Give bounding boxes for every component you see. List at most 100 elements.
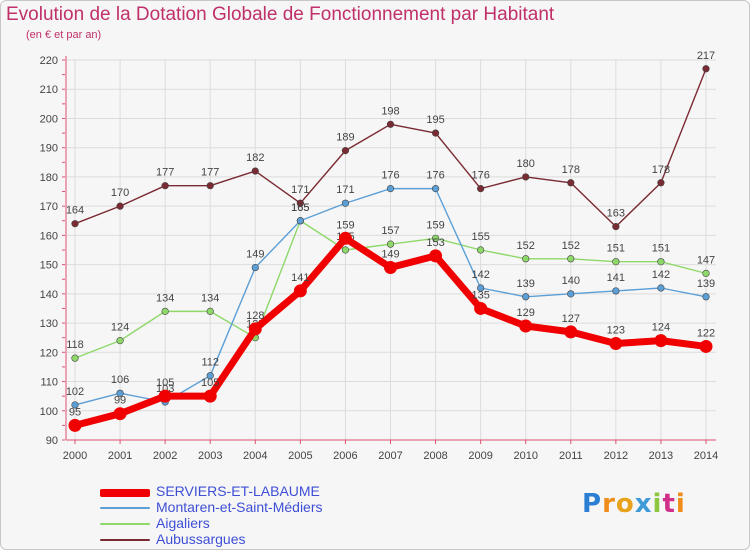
chart-subtitle: (en € et par an) <box>26 29 102 41</box>
data-label: 159 <box>426 219 444 231</box>
data-point <box>386 185 395 193</box>
data-label: 99 <box>114 395 126 407</box>
data-label: 165 <box>291 202 309 214</box>
data-point <box>296 199 304 207</box>
data-point <box>161 307 169 315</box>
data-point <box>431 234 440 242</box>
logo-letter: P <box>582 489 603 519</box>
data-point <box>522 293 530 301</box>
data-point <box>567 179 575 187</box>
logo-letter: i <box>652 489 663 519</box>
data-point <box>341 147 350 155</box>
data-point <box>158 389 172 403</box>
data-label: 149 <box>246 249 264 261</box>
legend-label-aubussargues: Aubussargues <box>156 531 246 547</box>
data-label: 177 <box>156 167 174 179</box>
data-label: 140 <box>562 275 580 287</box>
data-label: 164 <box>66 205 84 217</box>
data-label: 139 <box>517 278 535 290</box>
x-tick-label: 2008 <box>423 450 447 462</box>
legend-label-aigaliers: Aigaliers <box>156 515 210 531</box>
data-label: 217 <box>697 50 715 62</box>
data-point <box>251 263 259 272</box>
data-point <box>477 284 485 292</box>
logo-letter: t <box>662 489 676 519</box>
chart-legend: SERVIERS-ET-LABAUME Montaren-et-Saint-Mé… <box>100 483 420 548</box>
legend-item-aigaliers: Aigaliers <box>100 515 420 532</box>
y-tick-label: 140 <box>40 289 58 301</box>
data-label: 124 <box>111 322 129 334</box>
data-point <box>71 220 79 228</box>
data-label: 106 <box>111 374 129 386</box>
x-tick-label: 2002 <box>153 450 177 462</box>
data-point <box>477 185 485 193</box>
x-tick-label: 2000 <box>63 450 87 462</box>
y-tick-label: 220 <box>40 55 58 67</box>
data-point <box>338 231 352 245</box>
data-point <box>71 401 79 409</box>
data-point <box>248 322 262 336</box>
data-label: 141 <box>607 272 625 284</box>
x-tick-label: 2011 <box>559 450 583 462</box>
data-point <box>68 418 82 432</box>
data-label: 142 <box>652 269 670 281</box>
data-point <box>657 179 665 187</box>
data-label: 95 <box>69 406 81 418</box>
data-label: 182 <box>246 152 264 164</box>
data-label: 127 <box>562 313 580 325</box>
data-point <box>612 287 620 295</box>
data-point <box>522 255 530 263</box>
data-point <box>657 258 665 266</box>
logo-letter: i <box>675 489 686 519</box>
data-label: 128 <box>246 310 264 322</box>
data-label: 176 <box>426 170 444 182</box>
data-point <box>384 261 397 275</box>
data-label: 195 <box>426 114 444 126</box>
data-label: 198 <box>381 105 399 117</box>
data-label: 134 <box>156 292 174 304</box>
data-point <box>567 290 575 298</box>
x-tick-label: 2007 <box>378 450 402 462</box>
data-point <box>116 337 124 345</box>
data-label: 134 <box>201 292 219 304</box>
data-label: 149 <box>381 249 399 261</box>
data-label: 105 <box>201 377 219 389</box>
data-label: 151 <box>652 243 670 255</box>
data-point <box>702 269 710 277</box>
chart-title: Evolution de la Dotation Globale de Fonc… <box>6 4 555 25</box>
legend-swatch-aubussargues <box>100 539 150 541</box>
data-point <box>564 325 578 339</box>
x-tick-label: 2012 <box>604 450 628 462</box>
data-label: 178 <box>562 164 580 176</box>
legend-item-serviers: SERVIERS-ET-LABAUME <box>100 483 420 500</box>
data-label: 157 <box>381 225 399 237</box>
y-tick-label: 180 <box>40 172 58 184</box>
y-tick-label: 150 <box>40 260 58 272</box>
data-point <box>206 307 214 315</box>
y-tick-label: 200 <box>40 113 58 125</box>
data-label: 176 <box>471 170 489 182</box>
data-point <box>296 217 304 225</box>
data-label: 105 <box>156 377 174 389</box>
data-point <box>71 354 79 362</box>
data-label: 178 <box>652 164 670 176</box>
data-point <box>429 249 443 263</box>
y-tick-label: 120 <box>40 347 58 359</box>
data-point <box>206 372 214 380</box>
data-point <box>161 182 169 190</box>
data-point <box>203 389 217 403</box>
data-point <box>702 65 710 73</box>
data-label: 135 <box>471 289 489 301</box>
data-label: 171 <box>291 184 309 196</box>
legend-swatch-serviers <box>100 489 150 497</box>
legend-label-montaren: Montaren-et-Saint-Médiers <box>156 499 323 515</box>
data-point <box>386 120 395 128</box>
data-label: 129 <box>517 307 535 319</box>
y-tick-label: 130 <box>40 318 58 330</box>
x-tick-label: 2004 <box>243 450 267 462</box>
data-point <box>341 246 350 254</box>
data-label: 171 <box>336 184 354 196</box>
y-tick-label: 90 <box>46 435 58 447</box>
y-tick-label: 100 <box>40 406 58 418</box>
